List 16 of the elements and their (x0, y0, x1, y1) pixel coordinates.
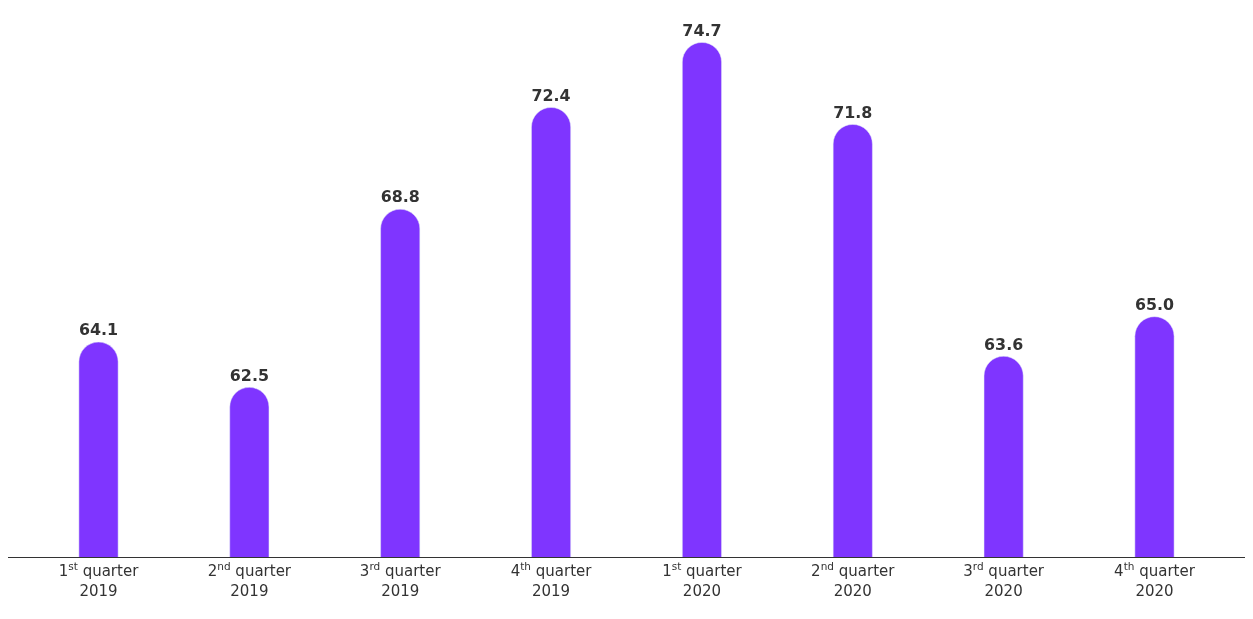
x-tick-label: 1$^{st}$ quarter 2019 (58, 559, 140, 600)
x-tick-label: 1$^{st}$ quarter 2020 (662, 559, 743, 600)
data-label: 72.4 (531, 85, 571, 105)
data-label: 63.6 (984, 334, 1024, 354)
x-tick-label: 4$^{th}$ quarter 2019 (510, 559, 593, 600)
data-label: 64.1 (78, 320, 119, 340)
x-tick-label: 3$^{rd}$ quarter 2020 (963, 559, 1045, 600)
data-label: 71.8 (833, 102, 873, 122)
x-tick-label: 4$^{th}$ quarter 2020 (1114, 559, 1196, 600)
data-label: 65.0 (1134, 294, 1174, 314)
x-tick-label: 2$^{nd}$ quarter 2020 (811, 559, 896, 600)
x-tick-label: 3$^{rd}$ quarter 2019 (359, 559, 442, 600)
data-label: 74.7 (682, 20, 722, 40)
x-tick-label: 2$^{nd}$ quarter 2019 (207, 559, 292, 600)
data-label: 68.8 (380, 187, 420, 207)
data-label: 62.5 (229, 365, 269, 385)
